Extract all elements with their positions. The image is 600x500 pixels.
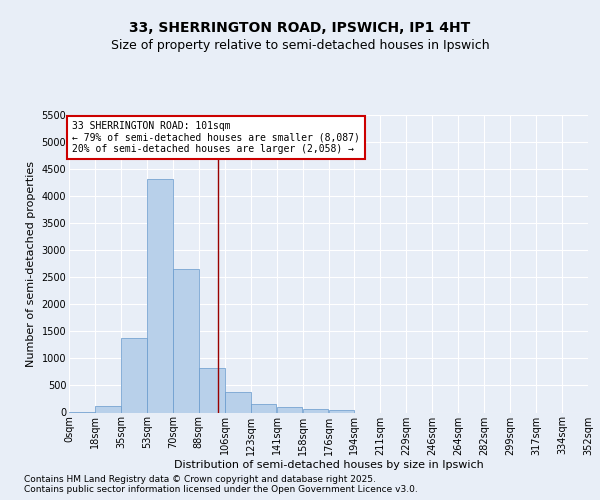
Bar: [199, 368, 224, 412]
Bar: [95, 406, 121, 412]
Bar: [251, 404, 277, 412]
Bar: [302, 409, 328, 412]
Text: Contains HM Land Registry data © Crown copyright and database right 2025.: Contains HM Land Registry data © Crown c…: [24, 476, 376, 484]
Bar: [329, 410, 355, 412]
Bar: [147, 179, 173, 412]
Y-axis label: Number of semi-detached properties: Number of semi-detached properties: [26, 161, 36, 367]
Text: 33, SHERRINGTON ROAD, IPSWICH, IP1 4HT: 33, SHERRINGTON ROAD, IPSWICH, IP1 4HT: [130, 20, 470, 34]
Bar: [121, 338, 147, 412]
Text: Contains public sector information licensed under the Open Government Licence v3: Contains public sector information licen…: [24, 486, 418, 494]
X-axis label: Distribution of semi-detached houses by size in Ipswich: Distribution of semi-detached houses by …: [173, 460, 484, 470]
Bar: [277, 407, 302, 412]
Bar: [173, 269, 199, 412]
Text: 33 SHERRINGTON ROAD: 101sqm
← 79% of semi-detached houses are smaller (8,087)
20: 33 SHERRINGTON ROAD: 101sqm ← 79% of sem…: [72, 120, 360, 154]
Text: Size of property relative to semi-detached houses in Ipswich: Size of property relative to semi-detach…: [110, 40, 490, 52]
Bar: [225, 392, 251, 412]
